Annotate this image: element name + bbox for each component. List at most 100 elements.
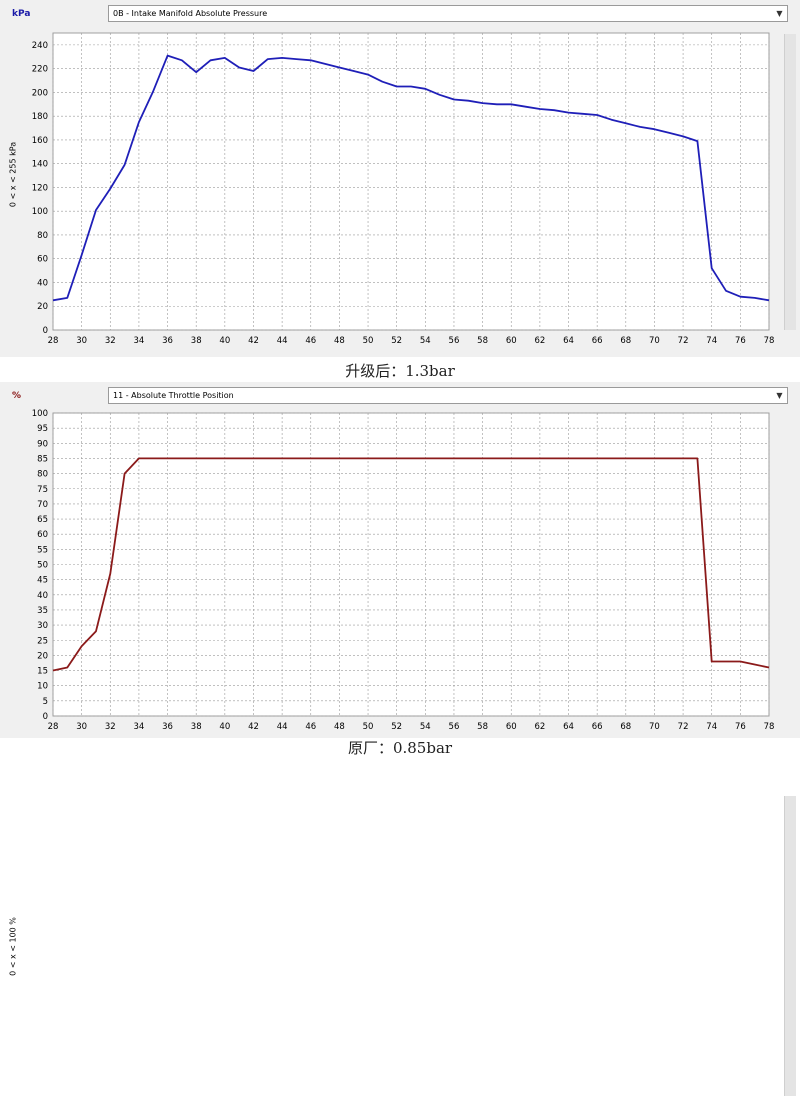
bottom-x-tick-label: 36 <box>162 722 173 732</box>
bottom-parameter-select-value: 11 - Absolute Throttle Position <box>113 391 234 400</box>
bottom-unit-label: % <box>12 391 22 401</box>
bottom-y-tick-label: 0 <box>43 712 48 722</box>
bottom-x-tick-label: 62 <box>534 722 545 732</box>
top-x-tick-label: 76 <box>735 336 746 346</box>
top-scrollbar[interactable] <box>784 34 796 330</box>
top-x-tick-label: 52 <box>391 336 402 346</box>
bottom-x-tick-label: 34 <box>134 722 145 732</box>
bottom-y-tick-label: 35 <box>37 606 48 616</box>
bottom-y-tick-label: 95 <box>37 424 48 434</box>
chevron-down-icon[interactable]: ▼ <box>776 391 783 400</box>
top-y-tick-label: 60 <box>37 255 48 265</box>
top-x-tick-label: 54 <box>420 336 431 346</box>
top-x-tick-label: 28 <box>48 336 59 346</box>
top-x-tick-label: 72 <box>678 336 689 346</box>
bottom-y-tick-label: 10 <box>37 682 48 692</box>
top-x-tick-label: 78 <box>764 336 775 346</box>
top-y-tick-label: 200 <box>32 88 48 98</box>
bottom-y-tick-label: 70 <box>37 500 48 510</box>
top-x-tick-label: 48 <box>334 336 345 346</box>
bottom-y-tick-label: 85 <box>37 454 48 464</box>
top-plot-area <box>52 32 770 331</box>
top-x-tick-label: 60 <box>506 336 517 346</box>
top-y-tick-label: 20 <box>37 302 48 312</box>
bottom-x-tick-label: 44 <box>277 722 288 732</box>
top-y-tick-label: 120 <box>32 183 48 193</box>
top-x-tick-label: 58 <box>477 336 488 346</box>
bottom-x-tick-label: 66 <box>592 722 603 732</box>
top-y-tick-label: 180 <box>32 112 48 122</box>
charts-svg: 28 30 32 34 36 38 40 42 44 46 48 50 52 54 56 58 60 62 64 66… <box>32 32 775 732</box>
top-x-tick-label: 42 <box>248 336 259 346</box>
top-x-tick-label: 68 <box>620 336 631 346</box>
top-y-tick-label: 220 <box>32 65 48 75</box>
top-y-tick-label: 100 <box>32 207 48 217</box>
bottom-series-line <box>52 457 770 672</box>
top-x-tick-label: 38 <box>191 336 202 346</box>
bottom-y-tick-label: 40 <box>37 591 48 601</box>
top-series-line <box>52 54 770 302</box>
bottom-y-tick-label: 25 <box>37 636 48 646</box>
bottom-x-tick-label: 28 <box>48 722 59 732</box>
bottom-range-label: 0 < x < 100 % <box>8 917 18 976</box>
top-y-tick-label: 140 <box>32 160 48 170</box>
top-parameter-select[interactable]: 0B - Intake Manifold Absolute Pressure ▼ <box>108 5 788 22</box>
top-y-tick-label: 0 <box>43 326 48 336</box>
bottom-y-tick-label: 50 <box>37 561 48 571</box>
top-x-tick-label: 30 <box>76 336 87 346</box>
bottom-y-tick-label: 55 <box>37 545 48 555</box>
top-x-tick-label: 66 <box>592 336 603 346</box>
bottom-x-tick-label: 74 <box>706 722 717 732</box>
top-x-tick-label: 74 <box>706 336 717 346</box>
bottom-y-tick-label: 80 <box>37 470 48 480</box>
bottom-x-tick-label: 30 <box>76 722 87 732</box>
bottom-y-tick-label: 5 <box>43 697 48 707</box>
bottom-x-tick-label: 52 <box>391 722 402 732</box>
bottom-y-tick-label: 75 <box>37 485 48 495</box>
bottom-x-tick-label: 54 <box>420 722 431 732</box>
bottom-x-tick-label: 56 <box>449 722 460 732</box>
top-y-tick-label: 80 <box>37 231 48 241</box>
bottom-x-tick-label: 42 <box>248 722 259 732</box>
top-x-tick-label: 50 <box>363 336 374 346</box>
top-caption: 升级后：1.3bar <box>345 362 455 380</box>
bottom-x-tick-label: 68 <box>620 722 631 732</box>
bottom-parameter-select[interactable]: 11 - Absolute Throttle Position ▼ <box>108 387 788 404</box>
bottom-x-tick-label: 32 <box>105 722 116 732</box>
top-y-tick-label: 160 <box>32 136 48 146</box>
bottom-x-tick-label: 50 <box>363 722 374 732</box>
top-parameter-select-value: 0B - Intake Manifold Absolute Pressure <box>113 9 268 18</box>
bottom-x-tick-label: 58 <box>477 722 488 732</box>
bottom-y-tick-label: 65 <box>37 515 48 525</box>
top-x-tick-label: 34 <box>134 336 145 346</box>
bottom-scrollbar[interactable] <box>784 796 796 1096</box>
bottom-y-tick-label: 60 <box>37 530 48 540</box>
bottom-x-tick-label: 38 <box>191 722 202 732</box>
bottom-x-tick-label: 40 <box>219 722 230 732</box>
bottom-y-tick-label: 90 <box>37 439 48 449</box>
bottom-caption: 原厂：0.85bar <box>347 739 453 757</box>
bottom-x-tick-label: 76 <box>735 722 746 732</box>
bottom-x-tick-label: 78 <box>764 722 775 732</box>
top-y-tick-label: 40 <box>37 278 48 288</box>
top-y-tick-label: 240 <box>32 41 48 51</box>
top-x-tick-label: 64 <box>563 336 574 346</box>
bottom-x-tick-label: 48 <box>334 722 345 732</box>
bottom-y-tick-label: 20 <box>37 651 48 661</box>
top-x-tick-label: 44 <box>277 336 288 346</box>
top-x-tick-label: 36 <box>162 336 173 346</box>
chevron-down-icon[interactable]: ▼ <box>776 9 783 18</box>
bottom-x-tick-label: 64 <box>563 722 574 732</box>
top-x-tick-label: 62 <box>534 336 545 346</box>
top-unit-label: kPa <box>12 9 31 19</box>
bottom-y-tick-label: 30 <box>37 621 48 631</box>
bottom-y-tick-label: 45 <box>37 576 48 586</box>
bottom-x-tick-label: 60 <box>506 722 517 732</box>
top-x-tick-label: 56 <box>449 336 460 346</box>
bottom-x-tick-label: 72 <box>678 722 689 732</box>
bottom-x-tick-label: 70 <box>649 722 660 732</box>
bottom-y-tick-label: 100 <box>32 409 48 419</box>
top-x-tick-label: 40 <box>219 336 230 346</box>
top-x-tick-label: 32 <box>105 336 116 346</box>
top-x-tick-label: 46 <box>305 336 316 346</box>
